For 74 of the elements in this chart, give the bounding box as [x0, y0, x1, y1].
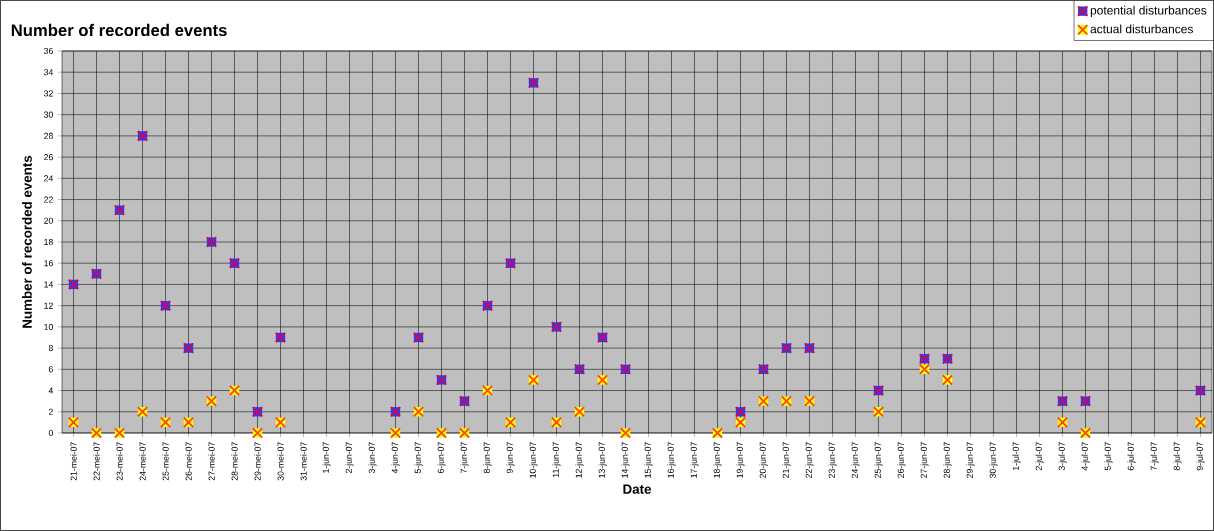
x-tick-label: 16-jun-07 — [667, 442, 676, 478]
x-tick-label: 22-jun-07 — [805, 442, 814, 478]
x-tick-label: 20-jun-07 — [759, 442, 768, 478]
y-tick-label: 8 — [48, 345, 53, 352]
x-tick-label: 27-mei-07 — [208, 442, 215, 481]
y-tick-label: 22 — [44, 196, 53, 203]
x-tick-label: 7-jun-07 — [460, 442, 469, 474]
y-tick-label: 20 — [44, 217, 53, 224]
x-tick-label: 1-jun-07 — [322, 442, 331, 473]
y-tick-label: 34 — [44, 69, 54, 76]
x-tick-label: 18-jun-07 — [713, 442, 722, 478]
x-tick-label: 2-jun-07 — [345, 442, 354, 474]
y-axis-title: Number of recorded events — [22, 155, 32, 328]
chart-title: Number of recorded events — [11, 23, 227, 37]
x-tick-label: 8-jul-07 — [1173, 442, 1182, 471]
x-tick-label: 31-mei-07 — [300, 442, 307, 481]
x-tick-label: 22-mei-07 — [93, 442, 100, 481]
x-tick-label: 26-mei-07 — [185, 442, 192, 481]
x-tick-label: 4-jun-07 — [391, 442, 400, 474]
x-tick-label: 1-jul-07 — [1012, 442, 1021, 470]
legend-label: potential disturbances — [1090, 5, 1207, 17]
x-tick-label: 24-mei-07 — [139, 442, 146, 481]
x-tick-label: 5-jul-07 — [1104, 442, 1113, 471]
y-tick-label: 24 — [44, 175, 54, 182]
y-tick-label: 0 — [48, 429, 53, 437]
x-tick-label: 10-jun-07 — [529, 442, 538, 478]
x-tick-label: 30-mei-07 — [277, 442, 284, 481]
x-tick-label: 14-jun-07 — [621, 442, 630, 478]
x-tick-label: 3-jun-07 — [368, 442, 377, 474]
x-tick-label: 17-jun-07 — [690, 442, 699, 478]
y-tick-label: 14 — [44, 281, 54, 288]
y-tick-label: 30 — [44, 111, 53, 118]
x-tick-label: 11-jun-07 — [552, 442, 561, 477]
y-tick-label: 16 — [44, 260, 53, 267]
x-tick-label: 4-jul-07 — [1081, 442, 1090, 471]
x-axis-title: Date — [623, 484, 651, 494]
y-tick-label: 6 — [48, 366, 53, 373]
x-tick-label: 5-jun-07 — [414, 442, 423, 474]
x-tick-label: 25-mei-07 — [162, 442, 169, 481]
y-tick-label: 2 — [48, 408, 53, 415]
y-tick-label: 26 — [44, 154, 53, 161]
x-tick-label: 2-jul-07 — [1035, 442, 1044, 471]
x-tick-label: 23-mei-07 — [116, 442, 123, 481]
x-tick-label: 15-jun-07 — [644, 442, 653, 478]
y-tick-label: 28 — [44, 132, 53, 139]
x-tick-label: 25-jun-07 — [874, 442, 883, 478]
x-tick-label: 6-jun-07 — [437, 442, 446, 474]
x-tick-label: 28-jun-07 — [943, 442, 952, 478]
legend-label: actual disturbances — [1090, 24, 1193, 34]
y-tick-label: 12 — [44, 302, 53, 309]
x-tick-label: 21-mei-07 — [70, 442, 77, 481]
x-tick-label: 26-jun-07 — [897, 442, 906, 478]
x-tick-label: 30-jun-07 — [989, 442, 998, 478]
y-tick-label: 36 — [44, 47, 53, 55]
x-tick-label: 13-jun-07 — [598, 442, 607, 478]
y-tick-label: 18 — [44, 238, 53, 246]
x-tick-label: 24-jun-07 — [851, 442, 860, 478]
x-tick-label: 9-jun-07 — [506, 442, 515, 474]
x-tick-label: 3-jul-07 — [1058, 442, 1067, 471]
x-tick-label: 23-jun-07 — [828, 442, 837, 478]
x-tick-label: 9-jul-07 — [1196, 442, 1205, 471]
y-tick-label: 4 — [48, 387, 54, 394]
x-tick-label: 8-jun-07 — [483, 442, 492, 474]
x-tick-label: 6-jul-07 — [1127, 442, 1136, 471]
x-tick-label: 19-jun-07 — [736, 442, 745, 478]
x-tick-label: 27-jun-07 — [920, 442, 929, 478]
x-tick-label: 21-jun-07 — [782, 442, 791, 478]
y-tick-label: 10 — [44, 323, 53, 330]
y-tick-label: 32 — [44, 90, 53, 97]
x-tick-label: 12-jun-07 — [575, 442, 584, 478]
x-tick-label: 7-jul-07 — [1150, 442, 1159, 471]
x-tick-label: 29-jun-07 — [966, 442, 975, 478]
x-tick-label: 28-mei-07 — [231, 442, 238, 481]
x-tick-label: 29-mei-07 — [254, 442, 261, 481]
